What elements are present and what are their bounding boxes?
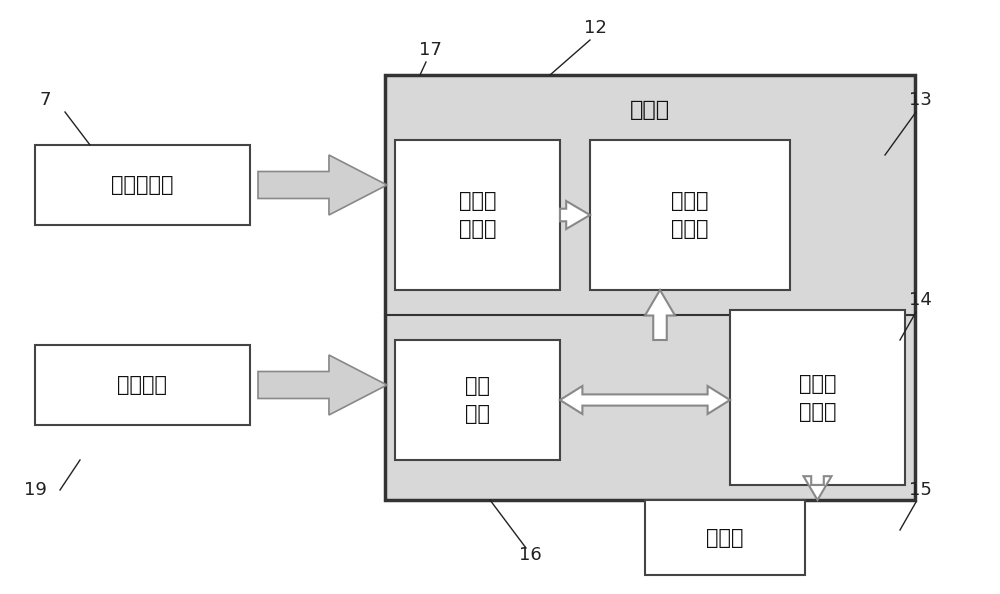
Polygon shape <box>560 386 730 414</box>
Text: 控制电机: 控制电机 <box>118 375 168 395</box>
Text: 16: 16 <box>519 546 541 564</box>
Text: 7: 7 <box>39 91 51 109</box>
Text: 13: 13 <box>909 91 931 109</box>
Text: 19: 19 <box>24 481 46 499</box>
Text: 17: 17 <box>419 41 441 59</box>
Polygon shape <box>804 476 832 500</box>
Polygon shape <box>258 155 387 215</box>
Bar <box>730 310 905 485</box>
Bar <box>35 145 250 225</box>
Text: 14: 14 <box>909 291 931 309</box>
Polygon shape <box>645 290 675 340</box>
Polygon shape <box>258 355 387 415</box>
Text: 数据传
输模块: 数据传 输模块 <box>799 374 836 422</box>
Bar <box>590 140 790 290</box>
Text: 控制
模块: 控制 模块 <box>465 376 490 424</box>
Text: 称重传感器: 称重传感器 <box>111 175 174 195</box>
Text: 信号调
理模块: 信号调 理模块 <box>459 191 496 239</box>
Bar <box>395 140 560 290</box>
Bar <box>645 500 805 575</box>
Text: 15: 15 <box>909 481 931 499</box>
Text: 上位机: 上位机 <box>706 527 744 548</box>
Text: 控制器: 控制器 <box>630 100 670 120</box>
Bar <box>395 340 560 460</box>
Bar <box>35 345 250 425</box>
Text: 数据采
集模块: 数据采 集模块 <box>671 191 709 239</box>
Polygon shape <box>560 201 590 229</box>
Bar <box>385 75 915 500</box>
Text: 12: 12 <box>584 19 606 37</box>
